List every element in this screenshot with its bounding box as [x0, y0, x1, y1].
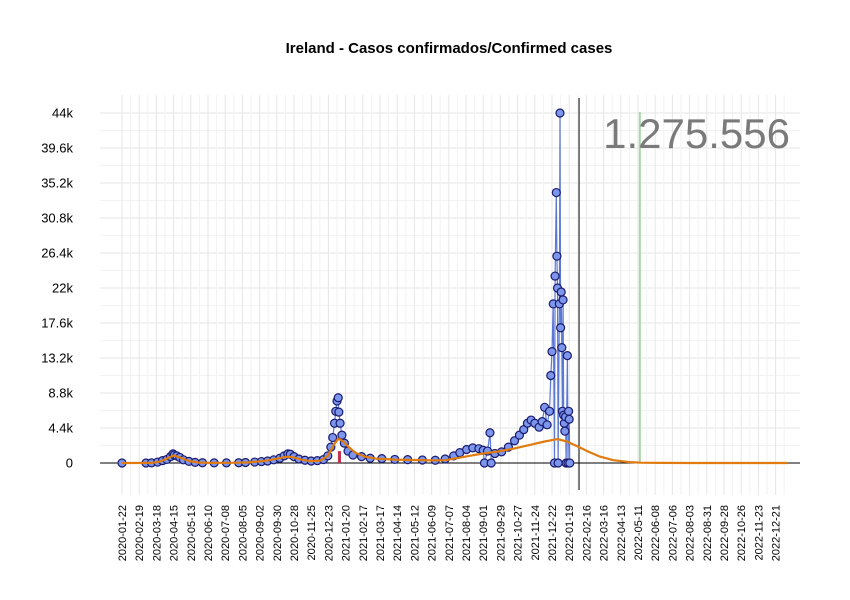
data-point [509, 436, 520, 446]
x-tick-label: 2021-09-01 [478, 505, 490, 561]
x-tick-label: 2022-04-13 [616, 505, 628, 561]
data-point [553, 458, 563, 468]
x-tick-label: 2020-03-18 [151, 505, 163, 561]
x-tick-label: 2021-01-20 [341, 505, 353, 561]
x-tick-label: 2020-07-08 [220, 505, 232, 561]
x-tick-label: 2020-05-13 [186, 505, 198, 561]
x-tick-label: 2021-09-29 [495, 505, 507, 561]
smoothed-line [121, 437, 788, 465]
x-tick-label: 2021-08-04 [461, 505, 473, 561]
data-point [544, 406, 555, 416]
y-tick-label: 30.8k [41, 211, 73, 226]
y-tick-label: 4.4k [48, 421, 73, 436]
x-tick-label: 2022-12-21 [771, 505, 783, 561]
x-tick-label: 2021-07-07 [444, 505, 456, 561]
data-point [563, 406, 574, 416]
data-point [562, 351, 572, 361]
data-point [556, 287, 566, 297]
x-tick-label: 2020-10-28 [289, 505, 301, 561]
x-tick-label: 2020-09-02 [255, 505, 267, 561]
y-tick-label: 17.6k [41, 316, 73, 331]
x-tick-label: 2021-03-17 [375, 505, 387, 561]
data-point [333, 393, 343, 403]
y-tick-label: 44k [52, 106, 73, 121]
y-tick-label: 39.6k [41, 141, 73, 156]
data-point [550, 271, 560, 281]
x-axis-ticks: 2020-01-22 2020-02-19 2020-03-18 2020-04-15… [117, 505, 783, 561]
y-tick-label: 13.2k [41, 351, 73, 366]
x-tick-label: 2020-04-15 [169, 505, 181, 561]
x-tick-label: 2020-11-25 [306, 505, 318, 560]
data-point [485, 428, 495, 438]
x-tick-label: 2022-03-16 [599, 505, 611, 561]
y-tick-label: 26.4k [41, 246, 73, 261]
x-tick-label: 2022-09-28 [719, 505, 731, 561]
x-tick-label: 2022-02-16 [581, 505, 593, 561]
y-tick-label: 35.2k [41, 176, 73, 191]
x-tick-label: 2021-10-27 [513, 505, 525, 561]
y-tick-label: 8.8k [48, 386, 73, 401]
data-point [328, 432, 338, 443]
x-tick-label: 2022-06-08 [650, 505, 662, 561]
data-point [547, 347, 557, 357]
x-tick-label: 2021-04-14 [392, 505, 404, 561]
total-cases-label: 1.275.556 [603, 110, 790, 157]
data-point [564, 414, 574, 424]
x-tick-label: 2020-08-05 [237, 505, 249, 561]
x-tick-label: 2020-02-19 [134, 505, 146, 561]
x-tick-label: 2020-12-23 [323, 505, 335, 561]
y-tick-label: 22k [52, 281, 73, 296]
x-tick-label: 2022-08-03 [685, 505, 697, 561]
smoothed-series [121, 437, 788, 465]
x-tick-label: 2020-01-22 [117, 505, 129, 561]
x-tick-label: 2020-06-10 [203, 505, 215, 561]
data-point [560, 426, 570, 436]
data-point [555, 108, 565, 118]
x-tick-label: 2020-09-30 [272, 505, 284, 561]
grid [100, 95, 800, 495]
chart-title: Ireland - Casos confirmados/Confirmed ca… [286, 40, 613, 57]
data-point [335, 418, 345, 428]
x-tick-label: 2021-02-17 [358, 505, 370, 561]
y-tick-label: 0 [66, 456, 73, 471]
x-tick-label: 2022-11-23 [753, 505, 765, 560]
data-point [486, 458, 496, 468]
y-axis-ticks: 0 4.4k 8.8k 13.2k 17.6k 22k 26.4k 30.8k 35.2k 39.… [41, 106, 73, 471]
x-tick-label: 2022-05-11 [633, 505, 645, 560]
x-tick-label: 2022-01-19 [564, 505, 576, 561]
x-tick-label: 2022-08-31 [702, 505, 714, 561]
data-point [546, 370, 556, 381]
data-point [558, 295, 568, 305]
data-point [334, 407, 344, 417]
data-point [555, 323, 566, 333]
data-point [557, 343, 567, 353]
x-tick-label: 2021-05-12 [409, 505, 421, 561]
x-tick-label: 2021-11-24 [530, 505, 542, 560]
data-point [551, 187, 561, 198]
x-tick-label: 2022-10-26 [736, 505, 748, 561]
x-tick-label: 2021-12-22 [547, 505, 559, 561]
data-point [552, 251, 562, 261]
data-point [337, 430, 347, 440]
data-point [565, 458, 575, 468]
data-point [542, 420, 552, 430]
x-tick-label: 2021-06-09 [427, 505, 439, 561]
x-tick-label: 2022-07-06 [667, 505, 679, 561]
date-markers [578, 98, 641, 490]
